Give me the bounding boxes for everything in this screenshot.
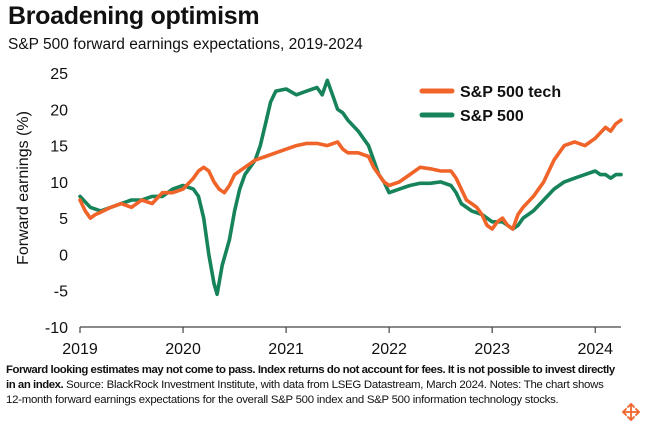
y-tick-label: 5 bbox=[59, 211, 68, 228]
legend-label: S&P 500 tech bbox=[460, 84, 561, 101]
y-tick-label: -10 bbox=[45, 320, 68, 337]
legend: S&P 500 tech S&P 500 bbox=[419, 84, 561, 125]
series-line-s-p-500 bbox=[78, 78, 623, 297]
x-tick-label: 2023 bbox=[474, 341, 510, 358]
footnote: Forward looking estimates may not come t… bbox=[6, 363, 618, 409]
y-tick-label: 15 bbox=[50, 139, 68, 156]
line-chart: Forward earnings (%) -10 -5 0 5 10 15 20 25 201… bbox=[15, 66, 623, 358]
y-tick-label: 25 bbox=[50, 66, 68, 83]
legend-label: S&P 500 bbox=[460, 108, 524, 125]
y-tick-label: 10 bbox=[50, 175, 68, 192]
y-axis-label: Forward earnings (%) bbox=[15, 111, 32, 265]
series-lines bbox=[78, 78, 623, 297]
y-tick-label: 20 bbox=[50, 102, 68, 119]
y-tick-label: -5 bbox=[54, 284, 68, 301]
y-axis: -10 -5 0 5 10 15 20 25 bbox=[45, 66, 68, 337]
x-tick-label: 2022 bbox=[371, 341, 407, 358]
footnote-source: Source: BlackRock Investment Institute, … bbox=[6, 379, 604, 407]
x-axis: 2019 2020 2021 2022 2023 2024 bbox=[62, 326, 621, 358]
x-tick-label: 2021 bbox=[268, 341, 304, 358]
footnote-disclaimer: Forward looking estimates may not come t… bbox=[6, 364, 615, 392]
x-tick-label: 2020 bbox=[165, 341, 201, 358]
zoom-move-icon[interactable] bbox=[620, 401, 642, 423]
series-line-s-p-500-tech bbox=[78, 118, 623, 231]
y-tick-label: 0 bbox=[59, 247, 68, 264]
chart-title: Broadening optimism bbox=[8, 2, 260, 30]
x-tick-label: 2024 bbox=[577, 341, 613, 358]
x-tick-label: 2019 bbox=[62, 341, 98, 358]
chart-subtitle: S&P 500 forward earnings expectations, 2… bbox=[8, 36, 363, 53]
